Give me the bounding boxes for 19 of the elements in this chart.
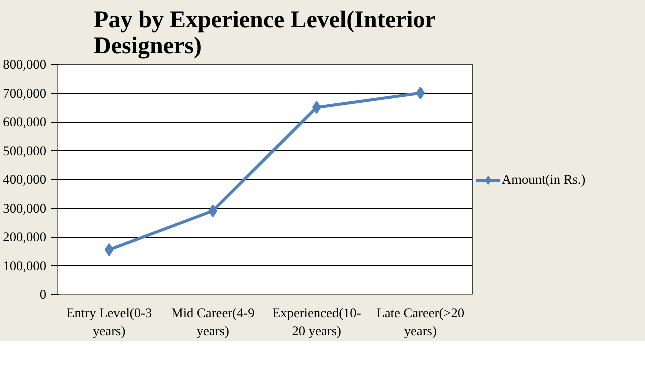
y-tick-label: 800,000 <box>3 57 47 72</box>
legend-label: Amount(in Rs.) <box>502 172 586 188</box>
chart-title: Pay by Experience Level(Interior Designers) <box>94 8 436 60</box>
x-tick-label: Mid Career(4-9 years) <box>171 306 256 338</box>
y-tick-label: 600,000 <box>3 114 47 130</box>
point <box>208 204 218 218</box>
point <box>104 243 114 256</box>
y-tick-label: 0 <box>40 287 47 302</box>
y-tick-label: 400,000 <box>3 172 47 187</box>
point <box>416 86 426 100</box>
y-tick-label: 100,000 <box>3 258 47 274</box>
y-tick-label: 700,000 <box>3 86 47 101</box>
point <box>312 101 322 114</box>
x-tick-label: Entry Level(0-3 years) <box>66 306 152 338</box>
x-tick-label: Late Career(>20 years) <box>376 306 465 338</box>
y-tick-label: 500,000 <box>3 143 47 158</box>
y-tick-label: 300,000 <box>3 200 47 216</box>
x-tick-label: Experienced(10-20 years) <box>272 306 362 338</box>
y-tick-label: 200,000 <box>3 230 47 244</box>
